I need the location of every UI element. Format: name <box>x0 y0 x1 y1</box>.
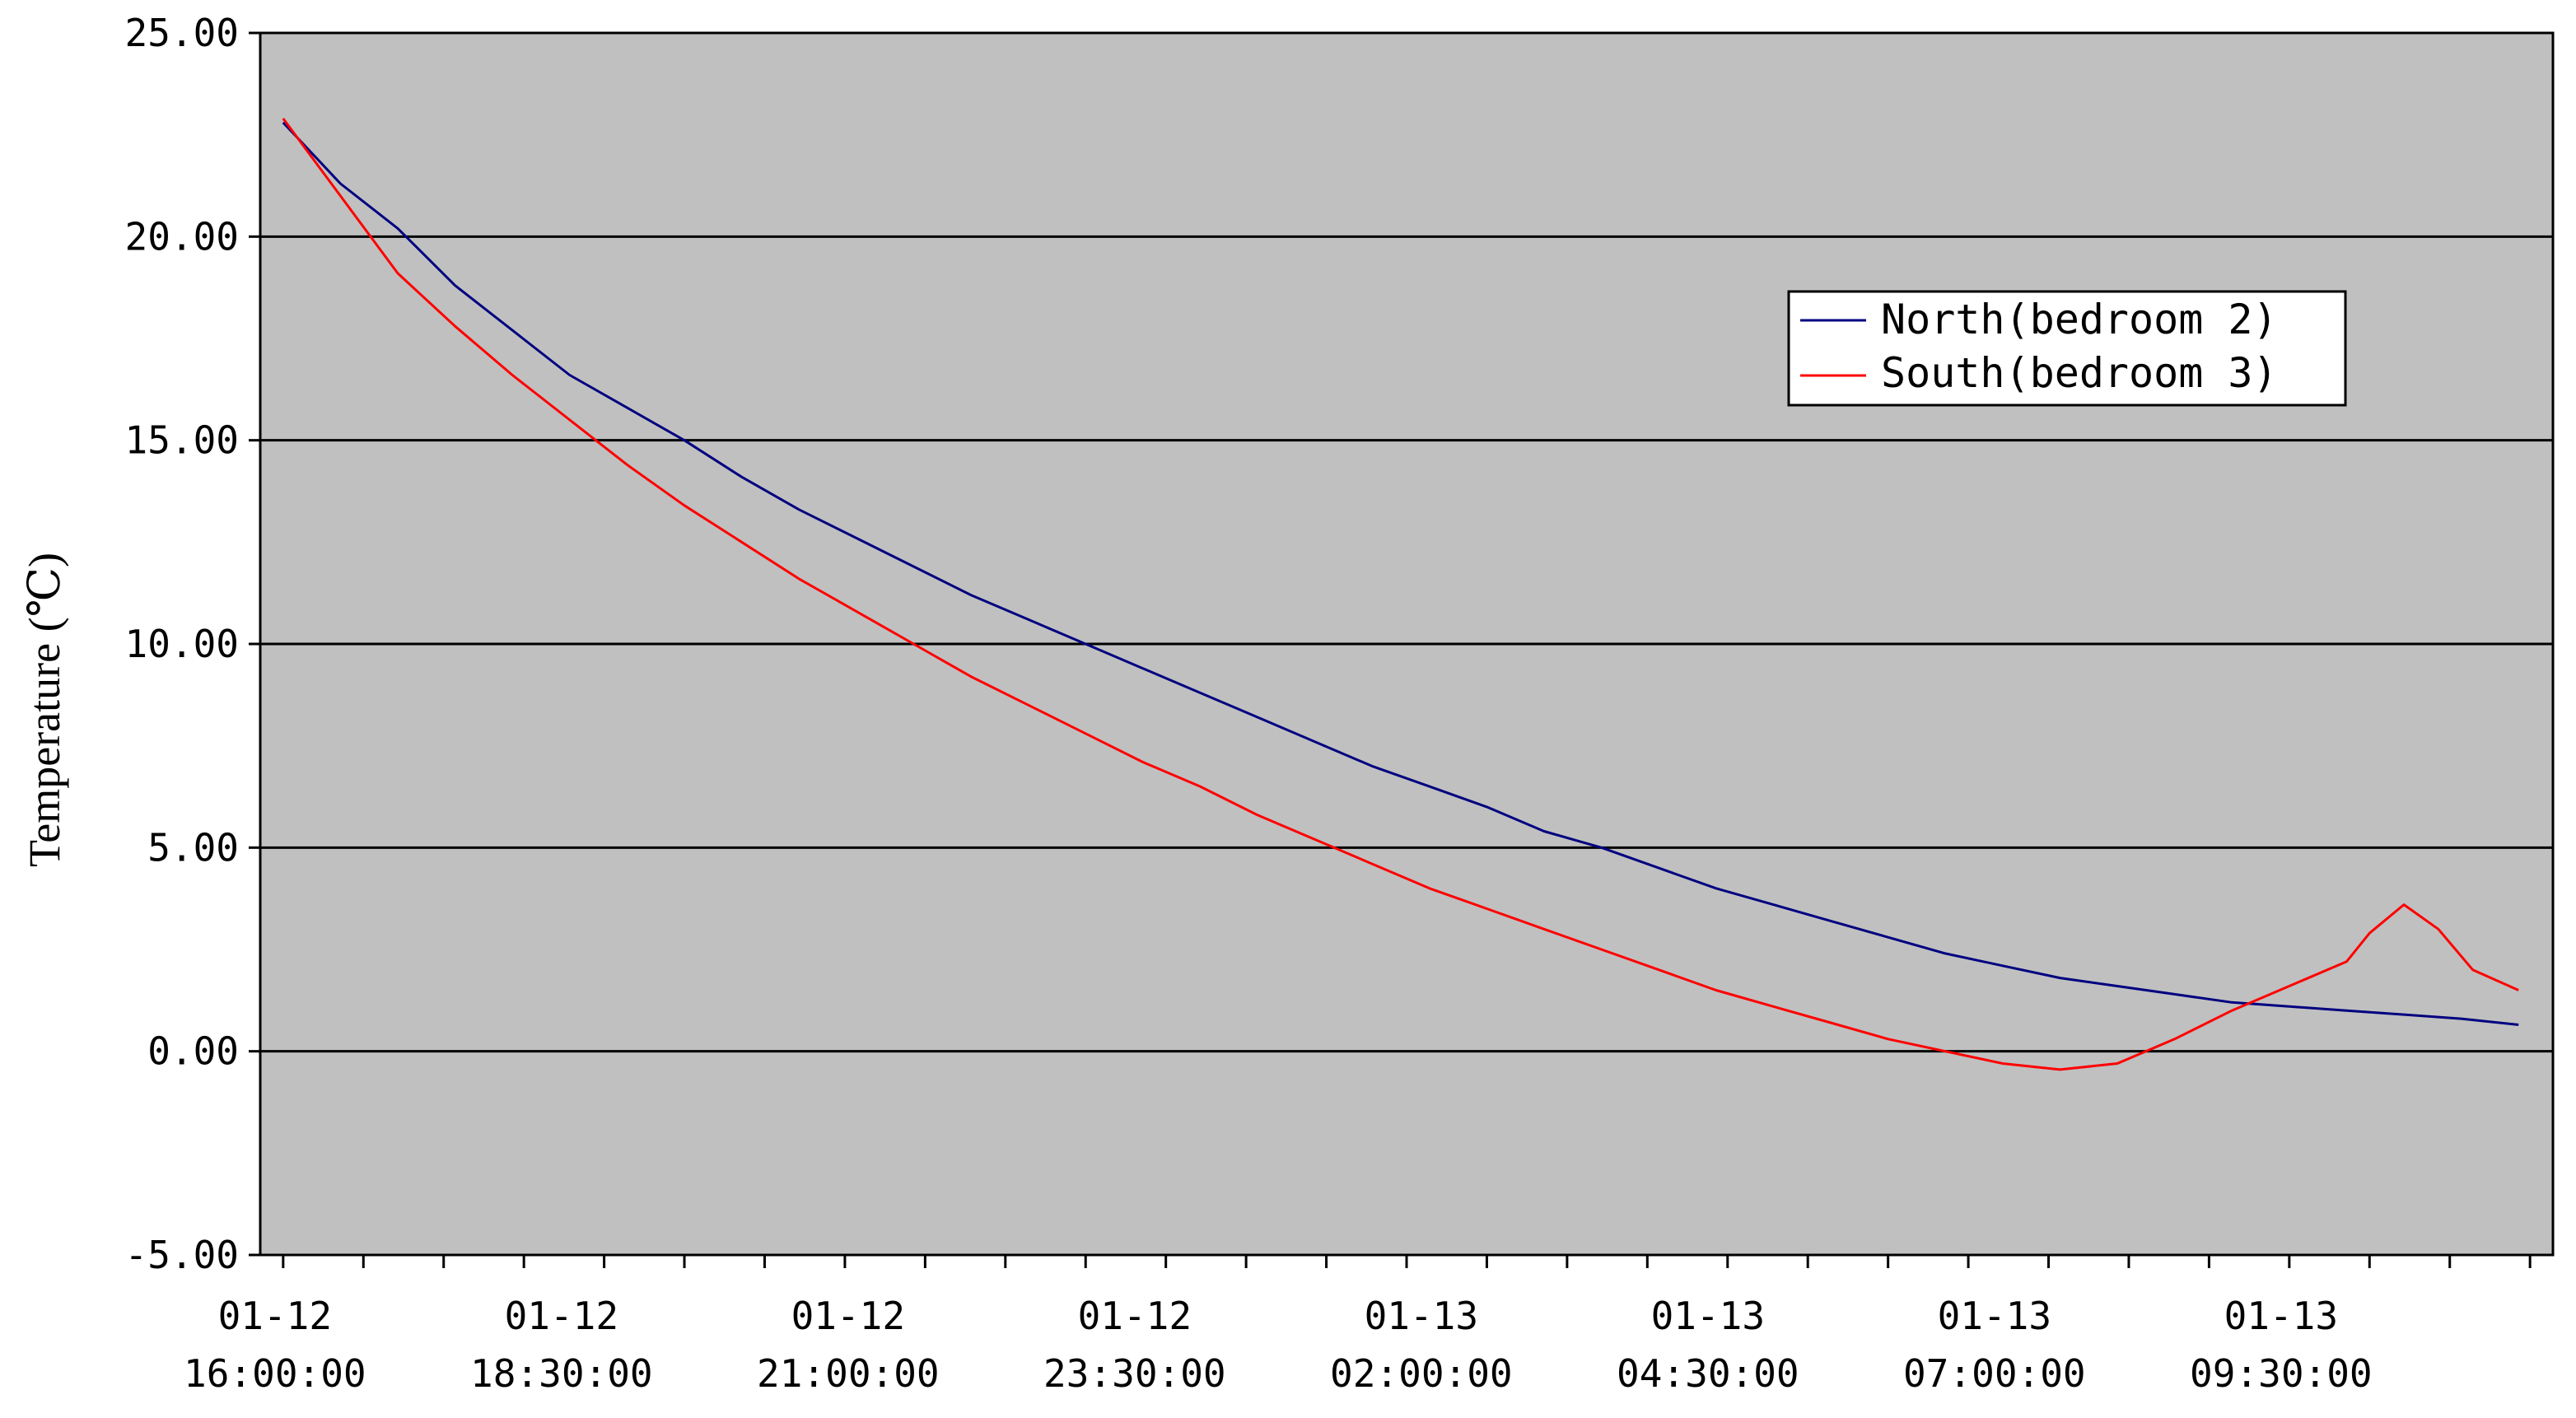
y-tick-label: 10.00 <box>125 622 239 666</box>
x-tick-label-date: 01-12 <box>791 1294 905 1338</box>
axis-layer: 25.00 20.00 15.00 10.00 5.00 0.00 -5.00 01-12 16… <box>125 11 2532 1396</box>
y-tick-label: 15.00 <box>125 418 239 463</box>
grid-layer <box>260 235 2553 1053</box>
x-tick-label-time: 21:00:00 <box>757 1351 940 1396</box>
x-tick-label-time: 04:30:00 <box>1617 1351 1799 1396</box>
x-tick-label-date: 01-13 <box>1651 1294 1765 1338</box>
legend: North(bedroom 2) South(bedroom 3) <box>1787 290 2347 407</box>
x-tick-label-time: 02:00:00 <box>1330 1351 1513 1396</box>
x-tick-label-date: 01-13 <box>1938 1294 2051 1338</box>
y-tick-label: 20.00 <box>125 214 239 259</box>
series-layer <box>282 118 2519 1071</box>
y-tick-label: 5.00 <box>147 825 239 870</box>
x-tick-label-date: 01-12 <box>1078 1294 1192 1338</box>
x-tick-label-time: 18:30:00 <box>470 1351 653 1396</box>
y-axis-title: Temperature (℃) <box>20 553 69 867</box>
y-tick-label: -5.00 <box>125 1233 239 1277</box>
legend-box <box>1787 290 2347 407</box>
x-tick-label-date: 01-12 <box>218 1294 332 1338</box>
x-tick-label-date: 01-13 <box>2224 1294 2338 1338</box>
legend-label-north: North(bedroom 2) <box>1881 296 2278 343</box>
x-tick-label-time: 16:00:00 <box>184 1351 366 1396</box>
x-tick-label-date: 01-12 <box>505 1294 618 1338</box>
x-tick-label-date: 01-13 <box>1365 1294 1478 1338</box>
legend-label-south: South(bedroom 3) <box>1881 349 2278 397</box>
x-tick-label-time: 09:30:00 <box>2190 1351 2373 1396</box>
x-tick-label-time: 23:30:00 <box>1043 1351 1226 1396</box>
series-line-south <box>282 118 2519 1071</box>
y-tick-label: 0.00 <box>147 1029 239 1074</box>
series-line-north <box>282 121 2519 1026</box>
y-tick-label: 25.00 <box>125 11 239 55</box>
x-tick-label-time: 07:00:00 <box>1903 1351 2086 1396</box>
